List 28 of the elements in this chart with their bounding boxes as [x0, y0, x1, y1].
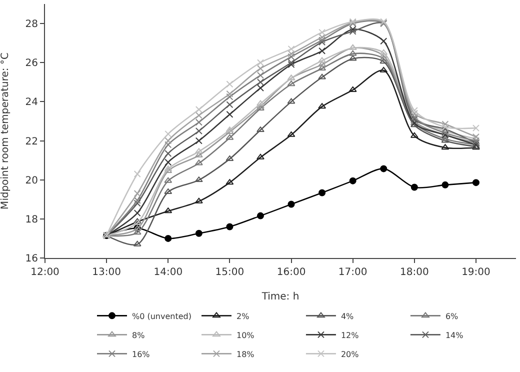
x-tick-label: 16:00	[276, 267, 306, 278]
x-tick-label: 15:00	[215, 267, 244, 278]
x-axis-title: Time: h	[260, 292, 300, 302]
y-tick-label: 28	[25, 19, 38, 30]
legend-label: 4%	[340, 312, 354, 321]
legend-label: 6%	[445, 312, 459, 321]
legend-label: 8%	[132, 330, 146, 340]
legend-label: %0 (unvented)	[132, 312, 192, 321]
y-tick-label: 18	[25, 214, 38, 226]
x-tick-label: 13:00	[92, 267, 121, 278]
x-tick-label: 19:00	[462, 267, 490, 278]
legend-label: 14%	[445, 330, 464, 340]
legend-label: 2%	[236, 312, 250, 321]
x-tick-label: 14:00	[154, 267, 183, 278]
legend-label: 18%	[236, 350, 255, 359]
y-tick-label: 22	[25, 136, 38, 148]
legend-label: 10%	[236, 330, 255, 340]
legend-label: 16%	[132, 350, 150, 359]
y-tick-label: 26	[25, 58, 38, 70]
x-tick-label: 18:00	[400, 267, 429, 278]
x-tick-label: 12:00	[30, 267, 60, 278]
y-tick-label: 24	[25, 97, 38, 108]
x-tick-label: 17:00	[338, 267, 368, 278]
y-axis-title: Midpoint room temperature: °C	[0, 52, 11, 210]
y-tick-label: 20	[25, 175, 38, 186]
legend-label: 12%	[340, 330, 360, 340]
legend-label: 20%	[340, 350, 360, 359]
y-tick-label: 16	[25, 254, 38, 264]
